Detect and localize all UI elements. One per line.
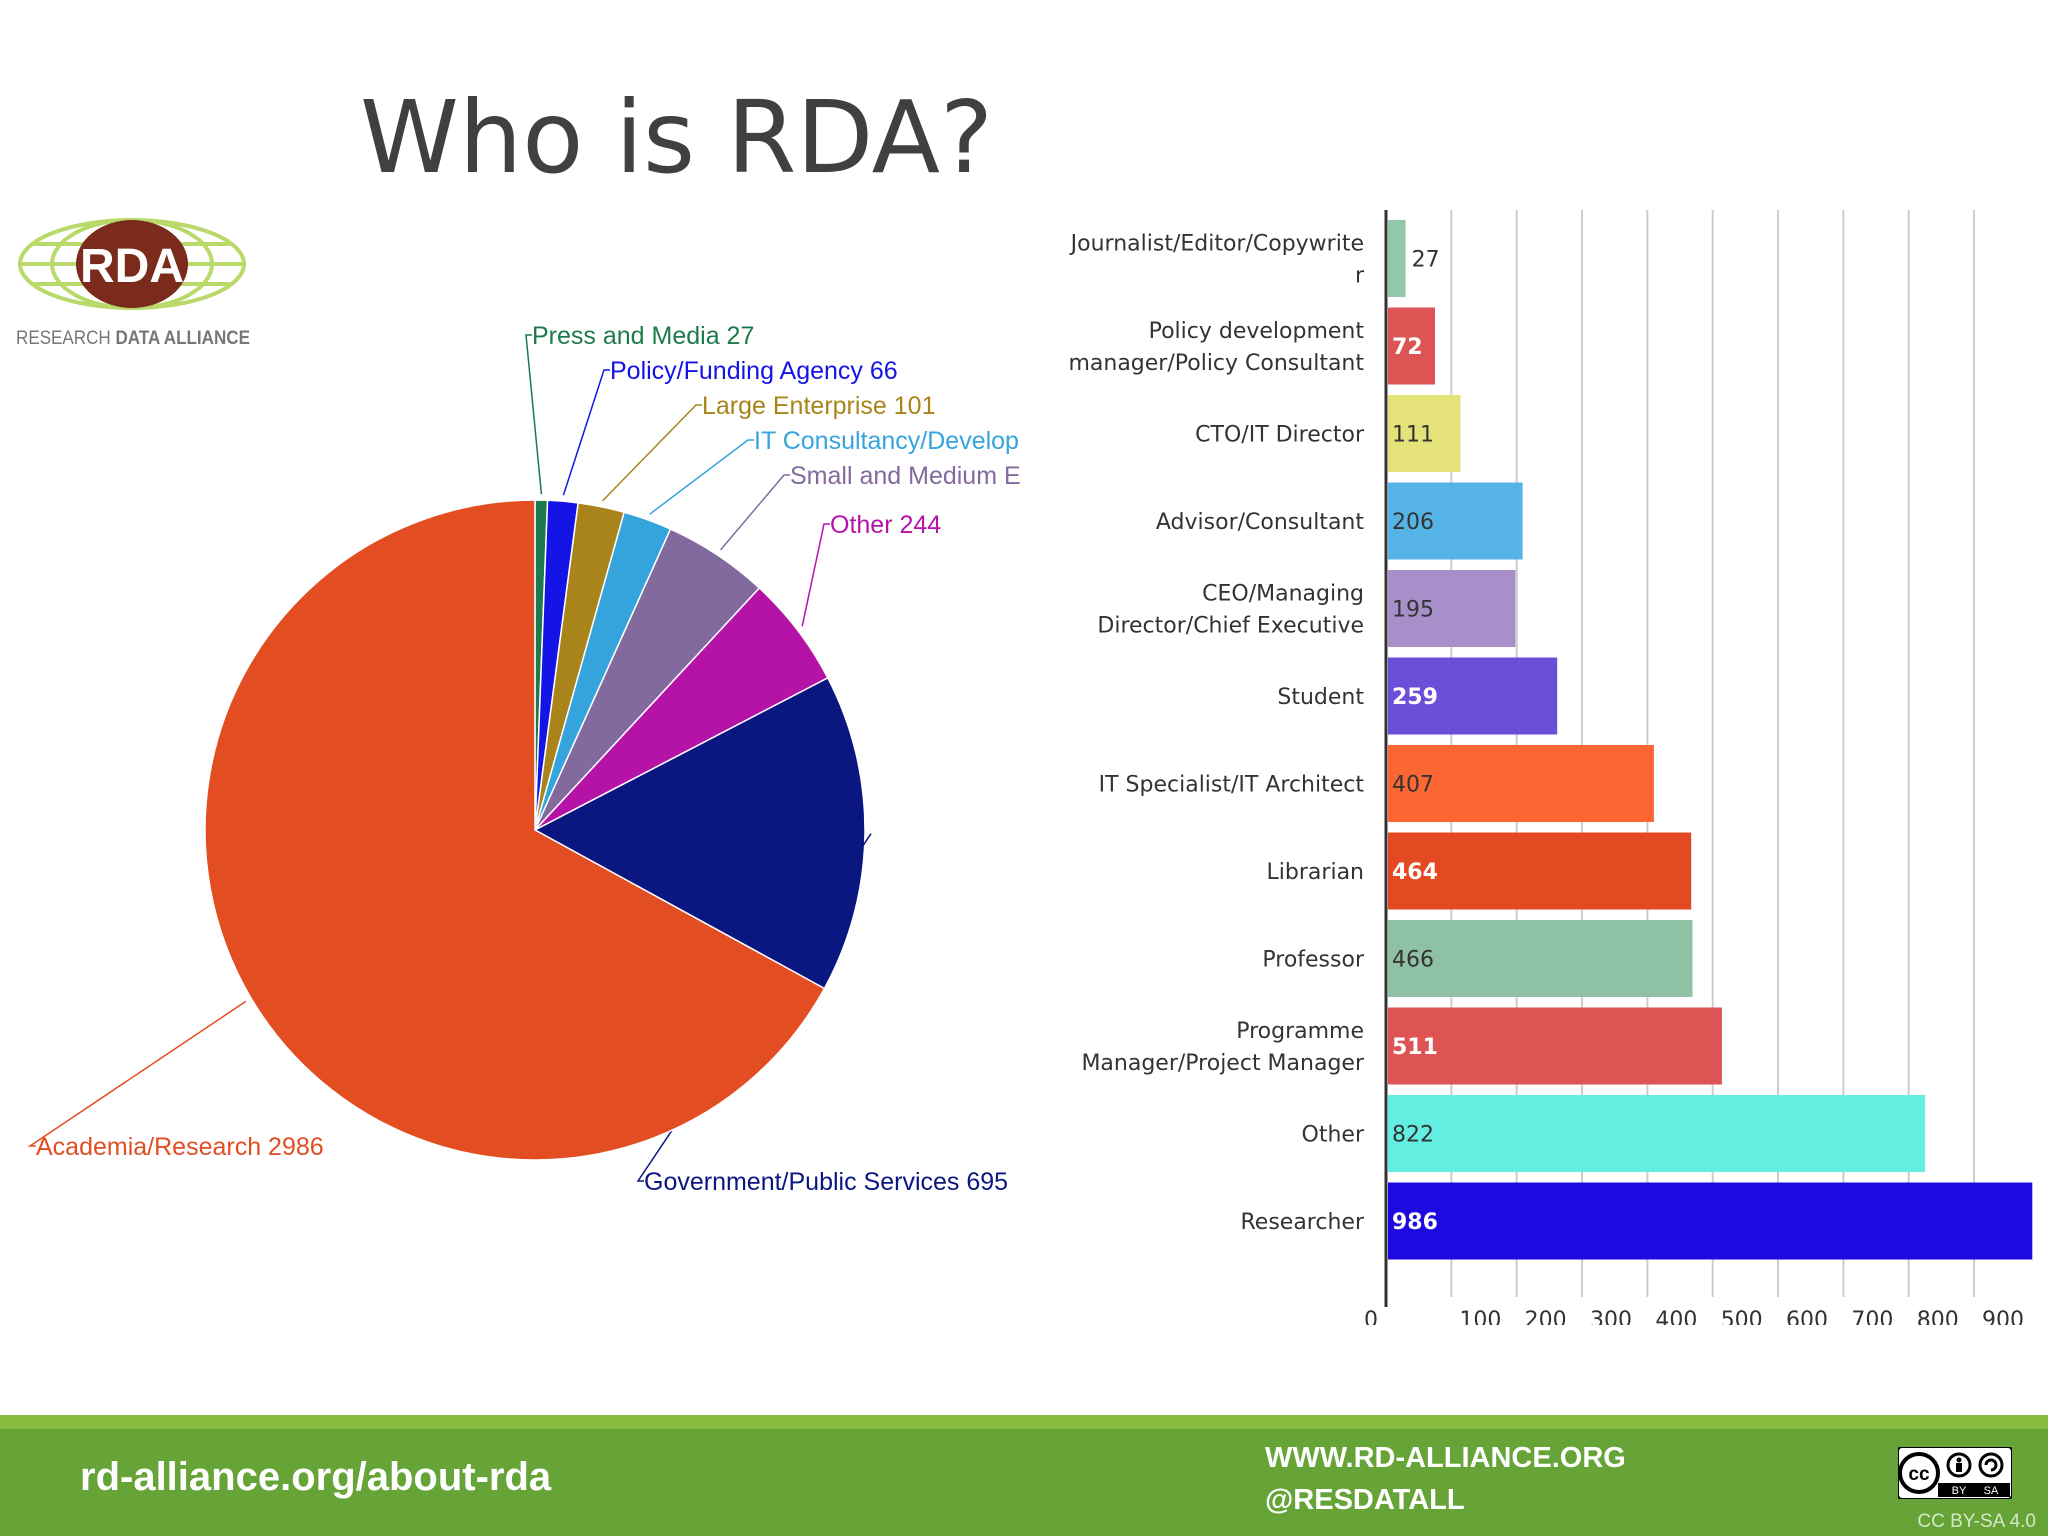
bar [1388,307,1435,385]
bar-category-label: Student [1277,685,1364,710]
bar-value-label: 259 [1392,685,1438,710]
license-text: CC BY-SA 4.0 [1917,1511,2036,1532]
pie-slice-label: Academia/Research 2986 [36,1133,324,1161]
bar-category-label: Journalist/Editor/Copywrite r [1069,232,1365,289]
bar-category-label: CTO/IT Director [1195,423,1365,448]
footer-stripe [0,1415,2048,1429]
bar-category-label: Advisor/Consultant [1156,510,1364,535]
bar [1388,1182,2033,1260]
cc-license-badge: cc BY SA [1898,1447,2012,1499]
footer-bar: rd-alliance.org/about-rda WWW.RD-ALLIANC… [0,1415,2048,1536]
bar [1388,220,1406,297]
x-tick-label: 300 [1590,1308,1632,1325]
pie-slice-label: Other 244 [830,511,941,539]
bar [1388,482,1523,560]
bar-value-label: 195 [1392,598,1434,623]
sa-icon [1978,1452,2004,1478]
bar-value-label: 111 [1392,423,1434,448]
bar-value-label: 72 [1392,335,1423,360]
pie-slice-label: Large Enterprise 101 [702,392,935,420]
bar-category-label: Policy development manager/Policy Consult… [1068,319,1364,376]
pie-slice [533,676,866,990]
pie-slice-label: Press and Media 27 [532,322,754,350]
rda-wordmark: RESEARCH DATA ALLIANCE [16,328,250,349]
x-tick-label: 500 [1721,1308,1763,1325]
role-bar-chart: 0 100 200 300 400 500 600 700 800 900 27 Journalist… [1068,210,2033,1325]
pie-leader-line [801,523,830,627]
bar [1388,832,1692,910]
cc-icon: cc [1898,1452,1940,1494]
pie-leader-line [636,833,872,1182]
x-tick-label: 100 [1459,1308,1501,1325]
pie-leader-line [720,474,790,551]
bar-value-label: 206 [1392,510,1434,535]
rda-mark [76,220,188,308]
bar [1388,745,1654,822]
bar-value-label: 464 [1392,860,1438,885]
svg-text:cc: cc [1908,1464,1930,1485]
footer-url[interactable]: rd-alliance.org/about-rda [80,1455,552,1499]
pie-leader-line [525,334,543,495]
bar-value-label: 27 [1412,248,1440,273]
bar-value-label: 407 [1392,773,1434,798]
cc-sa-label: SA [1984,1485,1999,1497]
pie-slice-label: IT Consultancy/Develop [754,427,1019,455]
rda-wordmark-left: RESEARCH [16,328,111,349]
pie-leader-line [562,369,610,496]
slide-title: Who is RDA? [360,79,994,196]
bar-value-label: 511 [1392,1035,1438,1060]
organisation-pie-chart: Press and Media 27 Policy/Funding Agency … [27,322,1021,1196]
bar-category-label: Librarian [1267,860,1364,885]
pie-leader-line [27,1000,247,1147]
x-tick-label: 900 [1982,1308,2024,1325]
bar-category-label: Professor [1262,948,1365,973]
bar-value-label: 822 [1392,1123,1434,1148]
footer-twitter-handle[interactable]: @RESDATALL [1265,1484,1465,1516]
bar-value-label: 466 [1392,948,1434,973]
x-tick-label: 200 [1525,1308,1567,1325]
rda-mark-text: RDA [80,240,184,293]
bar [1388,570,1516,647]
bar [1388,657,1558,735]
bar [1388,395,1461,472]
pie-slice-label: Government/Public Services 695 [644,1168,1008,1196]
bar-value-label: 986 [1392,1210,1438,1235]
x-tick-label: 0 [1364,1308,1378,1325]
bar-category-label: CEO/Managing Director/Chief Executive [1097,582,1364,639]
x-tick-label: 700 [1851,1308,1893,1325]
bar-category-label: Researcher [1241,1210,1365,1235]
bar-category-label: IT Specialist/IT Architect [1099,773,1365,798]
cc-by-label: BY [1952,1485,1967,1497]
rda-wordmark-right: DATA ALLIANCE [115,328,250,349]
x-tick-label: 800 [1917,1308,1959,1325]
by-icon [1946,1452,1972,1478]
bar-category-label: Other [1302,1123,1365,1148]
bar [1388,1095,1926,1172]
bar-category-label: Programme Manager/Project Manager [1081,1019,1364,1076]
x-tick-label: 400 [1655,1308,1697,1325]
pie-slice [204,499,826,1161]
pie-slice-label: Small and Medium E [790,462,1021,490]
footer-website[interactable]: WWW.RD-ALLIANCE.ORG [1265,1442,1626,1474]
pie-leader-line [649,439,754,515]
pie-leader-line [601,404,702,502]
bar [1388,920,1693,997]
pie-slice-label: Policy/Funding Agency 66 [610,357,898,385]
bar [1388,1007,1722,1085]
x-tick-label: 600 [1786,1308,1828,1325]
rda-logo: RDA RESEARCH DATA ALLIANCE [16,218,250,349]
